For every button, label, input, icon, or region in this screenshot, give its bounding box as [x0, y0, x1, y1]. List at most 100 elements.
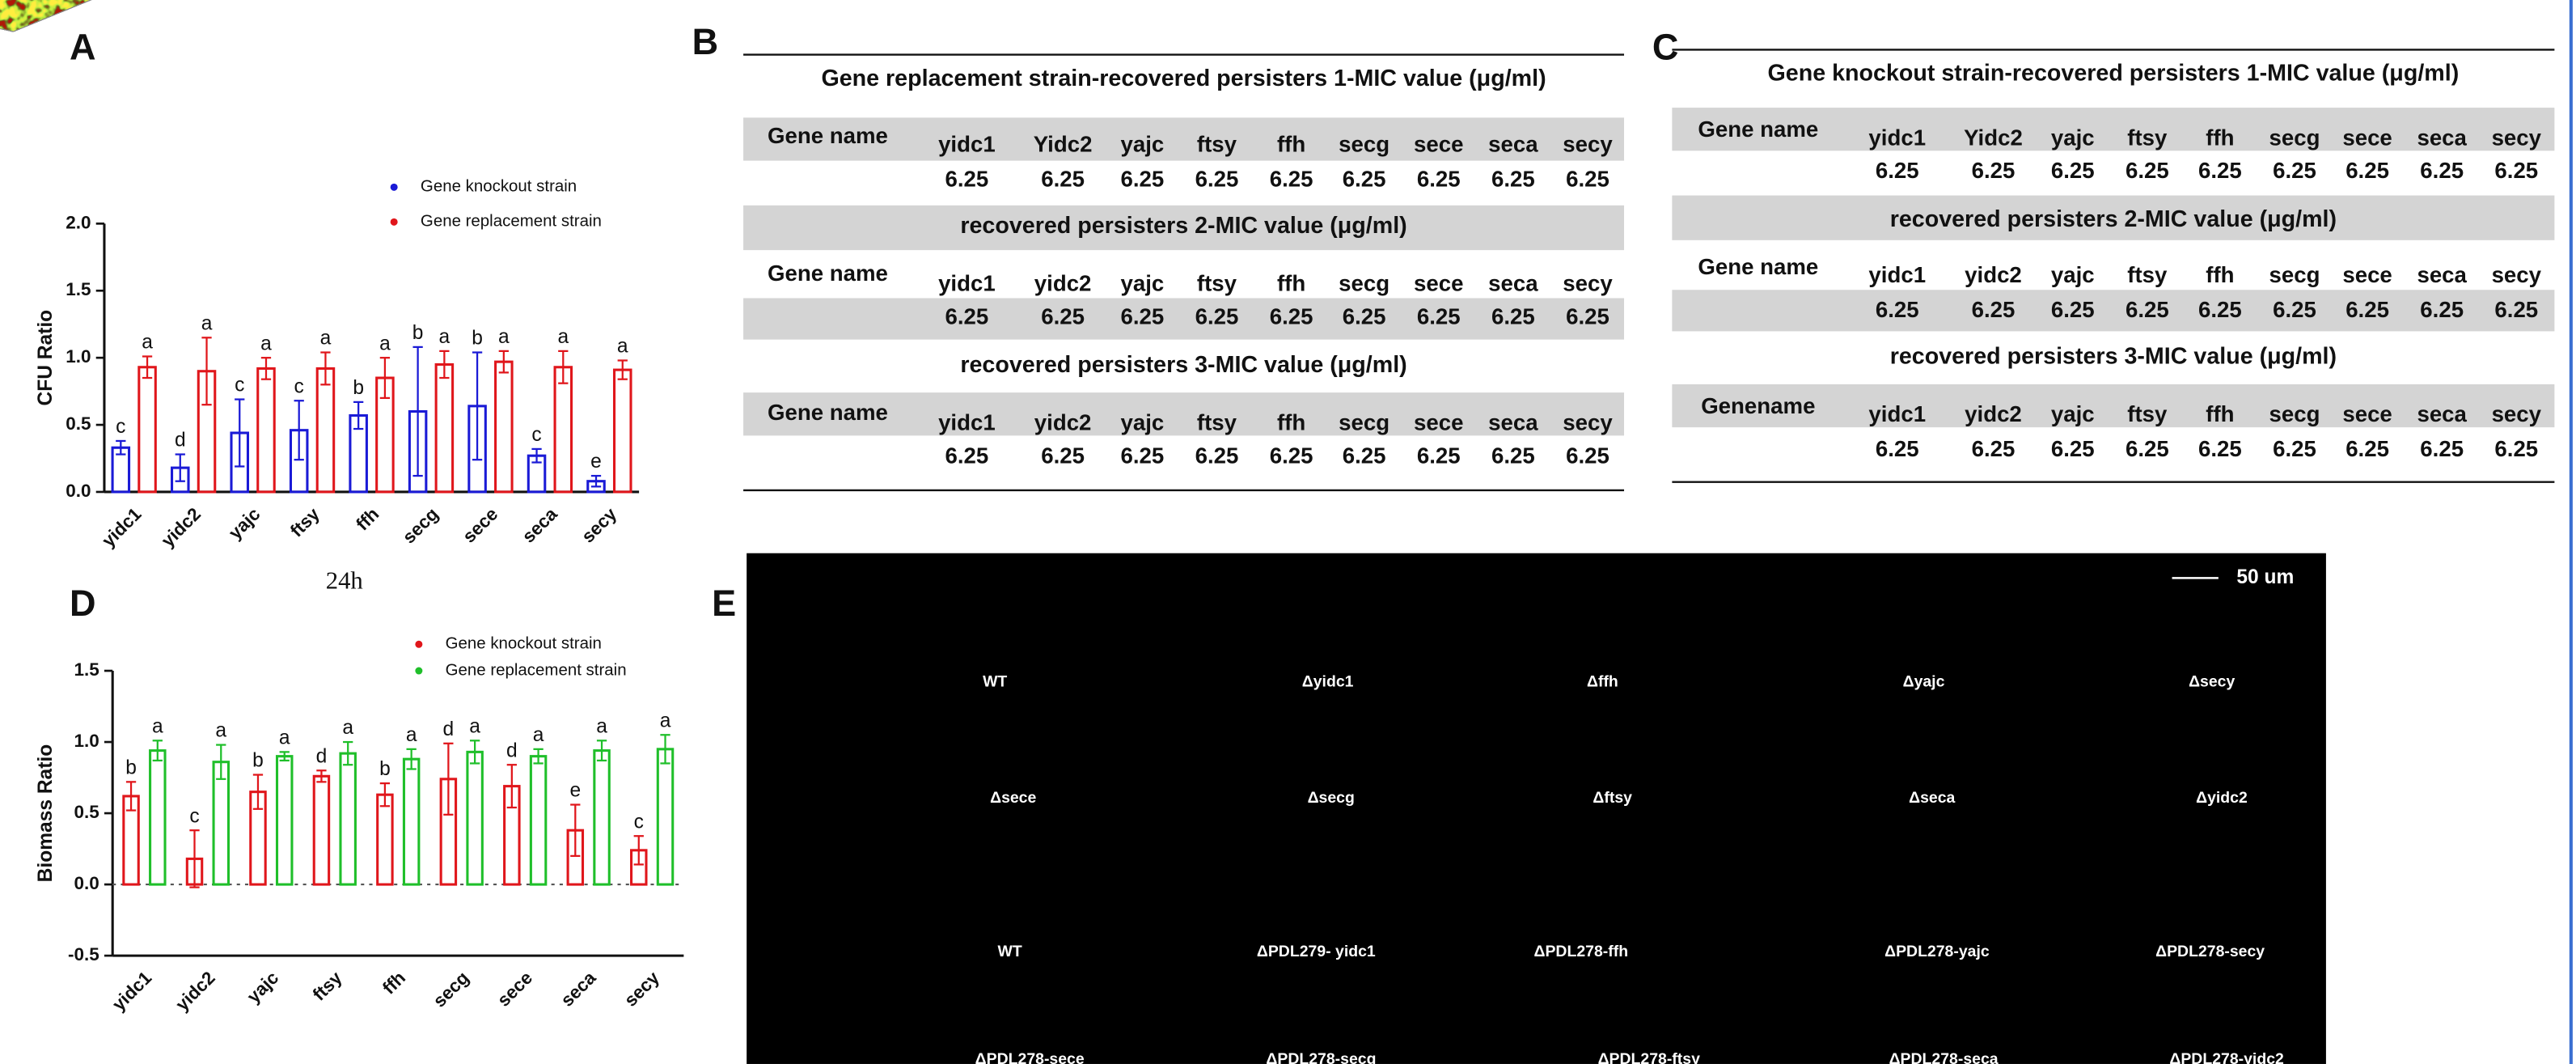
table-cell: 6.25 — [1972, 158, 2016, 183]
table-cell: 6.25 — [1120, 443, 1164, 468]
scale-bar-label: 50 um — [2236, 566, 2294, 588]
bar — [658, 749, 672, 884]
table-cell: 6.25 — [945, 443, 989, 468]
table-cell: 6.25 — [1876, 436, 1919, 461]
table-section-title: Gene knockout strain-recovered persister… — [1768, 61, 2460, 87]
table-column-header: sece — [1414, 270, 1463, 295]
image-label: Δffh — [1587, 673, 1618, 691]
significance-letter: a — [320, 328, 332, 350]
significance-letter: a — [260, 333, 272, 354]
table-column-header: ffh — [2206, 401, 2234, 426]
image-label: ΔPDL278-seca — [1889, 1050, 1999, 1064]
table-column-header: secy — [1563, 131, 1613, 156]
significance-letter: a — [152, 715, 163, 737]
x-tick-label: secg — [399, 504, 442, 548]
table-cell: 6.25 — [1041, 443, 1085, 468]
table-column-header: ftsy — [2127, 125, 2168, 150]
y-tick-label: 1.0 — [74, 731, 99, 751]
table-column-header: secg — [2269, 262, 2320, 287]
significance-letter: d — [506, 740, 518, 761]
image-label: ΔPDL278-sece — [975, 1050, 1085, 1064]
bar — [436, 364, 452, 492]
table-cell: 6.25 — [1270, 303, 1313, 329]
significance-letter: a — [406, 724, 417, 746]
image-label: ΔPDL278-yidc2 — [2169, 1050, 2284, 1064]
legend-marker — [391, 218, 398, 226]
image-label: Δseca — [1909, 789, 1955, 807]
table-cell: 6.25 — [2198, 297, 2242, 322]
image-label: Δftsy — [1593, 789, 1632, 807]
table-column-header: ftsy — [1197, 270, 1237, 295]
significance-letter: a — [215, 720, 226, 742]
table-column-header: secg — [1339, 131, 1390, 156]
significance-letter: c — [634, 811, 644, 833]
table-column-header: yidc2 — [1034, 270, 1092, 295]
y-tick-label: 0.5 — [66, 413, 91, 434]
legend-marker — [415, 641, 422, 648]
table-column-header: sece — [2342, 262, 2392, 287]
page: ABCDE0.00.51.01.52.0CFU Ratio24hyidc1yid… — [0, 0, 2576, 1064]
table-cell: 6.25 — [945, 303, 989, 329]
x-tick-label: secy — [620, 967, 663, 1010]
table-row-header: Gene name — [768, 400, 888, 425]
bar — [341, 753, 355, 884]
panel-label: B — [692, 21, 719, 62]
legend-label: Gene knockout strain — [421, 177, 577, 196]
table-column-header: yidc1 — [938, 409, 996, 435]
table-cell: 6.25 — [1972, 436, 2016, 461]
table-cell: 6.25 — [1491, 443, 1535, 468]
table-column-header: seca — [1488, 270, 1538, 295]
significance-letter: a — [279, 727, 290, 748]
table-section-title: Gene replacement strain-recovered persis… — [821, 66, 1546, 91]
table-column-header: Yidc2 — [1034, 131, 1093, 156]
table-cell: 6.25 — [2051, 436, 2095, 461]
y-axis-label: Biomass Ratio — [35, 744, 57, 883]
table-column-header: seca — [2417, 125, 2467, 150]
table-column-header: yajc — [2051, 262, 2095, 287]
bar — [317, 368, 333, 492]
legend-label: Gene replacement strain — [421, 212, 602, 231]
table-cell: 6.25 — [1417, 166, 1461, 191]
table-cell: 6.25 — [1041, 303, 1085, 329]
table-column-header: yidc1 — [938, 131, 996, 156]
table-column-header: sece — [2342, 401, 2392, 426]
table-row-header: Gene name — [1698, 117, 1818, 142]
figure: ABCDE0.00.51.01.52.0CFU Ratio24hyidc1yid… — [0, 0, 2576, 1064]
bar — [214, 762, 228, 884]
table-cell: 6.25 — [2273, 158, 2316, 183]
significance-letter: b — [252, 750, 264, 772]
table-cell: 6.25 — [2345, 158, 2389, 183]
image-label: Δsece — [990, 789, 1036, 807]
table-column-header: yidc1 — [1868, 401, 1926, 426]
table-row-header: Gene name — [768, 123, 888, 148]
image-label: WT — [998, 943, 1022, 960]
table-cell: 6.25 — [1566, 303, 1609, 329]
table-cell: 6.25 — [1876, 297, 1919, 322]
x-tick-label: yidc2 — [171, 968, 218, 1015]
table-cell: 6.25 — [1972, 297, 2016, 322]
image-label: ΔPDL278-ffh — [1534, 943, 1629, 960]
table-column-header: ffh — [1277, 131, 1305, 156]
table-cell: 6.25 — [1491, 166, 1535, 191]
table-column-header: secy — [1563, 409, 1613, 435]
table-column-header: secg — [2269, 401, 2320, 426]
bar — [404, 759, 418, 884]
table-cell: 6.25 — [1417, 443, 1461, 468]
table-column-header: secy — [2492, 125, 2542, 150]
table-column-header: yidc1 — [1868, 125, 1926, 150]
table-cell: 6.25 — [1120, 166, 1164, 191]
table-section-title: recovered persisters 2-MIC value (μg/ml) — [960, 213, 1406, 239]
table-column-header: seca — [2417, 262, 2467, 287]
significance-letter: a — [142, 332, 153, 354]
table-cell: 6.25 — [1876, 158, 1919, 183]
table-column-header: yajc — [2051, 125, 2095, 150]
table-column-header: yajc — [2051, 401, 2095, 426]
table-cell: 6.25 — [2126, 297, 2169, 322]
table-column-header: ftsy — [2127, 401, 2168, 426]
table-cell: 6.25 — [945, 166, 989, 191]
image-label: ΔPDL278-secy — [2155, 943, 2265, 960]
table-cell: 6.25 — [2051, 297, 2095, 322]
bar — [150, 751, 165, 884]
image-label: ΔPDL278-secg — [1266, 1050, 1376, 1064]
table-column-header: seca — [1488, 131, 1538, 156]
